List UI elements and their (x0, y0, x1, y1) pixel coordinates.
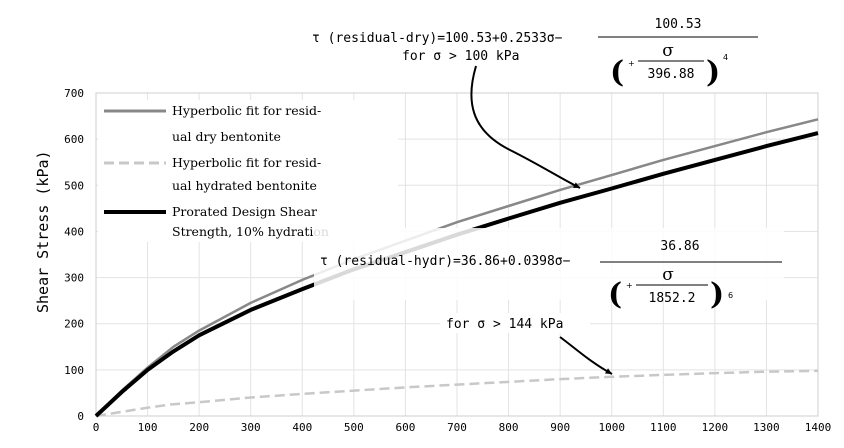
x-tick-label-7: 700 (447, 421, 467, 434)
dry-open-paren: ( (610, 55, 624, 90)
dry-arrowhead (573, 182, 580, 188)
legend-label-hydr-2: ual hydrated bentonite (172, 178, 317, 193)
hydr-arrow (559, 336, 613, 375)
y-tick-label-2: 200 (64, 318, 84, 331)
y-tick-label-1: 100 (64, 364, 84, 377)
legend-label-dry-2: ual dry bentonite (172, 129, 281, 144)
y-tick-label-6: 600 (64, 133, 84, 146)
dry-equation-numerator: 100.53 (655, 17, 702, 32)
hydr-open-paren: ( (608, 277, 622, 312)
hydr-exponent: 6 (728, 291, 733, 300)
legend-label-design-1: Prorated Design Shear (172, 204, 317, 219)
dry-equation-bg (300, 4, 770, 78)
dry-exponent: 4 (723, 53, 728, 62)
plot-frame (95, 92, 819, 417)
x-tick-label-2: 200 (189, 421, 209, 434)
x-tick-label-12: 1200 (702, 421, 729, 434)
series-line-1 (95, 369, 819, 418)
x-tick-label-5: 500 (344, 421, 364, 434)
y-axis-ticks: 0 100 200 300 400 500 600 700 (64, 87, 84, 423)
y-axis-label: Shear Stress (kPa) (34, 150, 52, 313)
x-tick-label-1: 100 (138, 421, 158, 434)
x-tick-label-10: 1000 (598, 421, 625, 434)
dry-close-paren: ) (706, 55, 720, 90)
x-tick-label-9: 900 (550, 421, 570, 434)
x-tick-label-14: 1400 (805, 421, 832, 434)
hydr-condition-group: for σ > 144 kPa (440, 313, 590, 333)
x-tick-label-8: 800 (499, 421, 519, 434)
legend: Hyperbolic fit for resid- ual dry benton… (98, 100, 398, 242)
x-tick-label-13: 1300 (753, 421, 780, 434)
hydr-arrowhead (605, 368, 612, 374)
legend-label-hydr-1: Hyperbolic fit for resid- (172, 155, 321, 170)
legend-label-dry-1: Hyperbolic fit for resid- (172, 103, 321, 118)
hydr-plus: + (626, 281, 633, 290)
hydr-denominator: 1852.2 (649, 291, 696, 306)
hydr-condition-bg (440, 313, 590, 333)
hydr-close-paren: ) (710, 277, 724, 312)
legend-label-design-2: Strength, 10% hydration (172, 224, 329, 239)
hydr-equation-numerator: 36.86 (660, 239, 699, 254)
y-tick-label-4: 400 (64, 225, 84, 238)
x-axis-ticks: 0 100 200 300 400 500 600 700 800 900 1000 1100 1200… (93, 421, 832, 434)
dry-equation-lhs: τ (residual-dry)=100.53+0.2533σ− (312, 31, 563, 46)
y-tick-label-3: 300 (64, 272, 84, 285)
dry-equation: τ (residual-dry)=100.53+0.2533σ− 100.53 … (300, 4, 770, 90)
y-tick-label-5: 500 (64, 179, 84, 192)
legend-box (98, 100, 398, 242)
y-tick-label-0: 0 (77, 410, 84, 423)
dry-arrow (470, 65, 581, 189)
dry-denominator: 396.88 (648, 67, 695, 82)
hydr-equation-lhs: τ (residual-hydr)=36.86+0.0398σ− (320, 254, 571, 269)
dry-condition: for σ > 100 kPa (402, 49, 519, 64)
x-tick-label-0: 0 (93, 421, 100, 434)
x-tick-label-3: 300 (241, 421, 261, 434)
x-tick-label-4: 400 (292, 421, 312, 434)
hydr-equation-bg (314, 228, 784, 300)
hydr-condition: for σ > 144 kPa (446, 317, 563, 332)
hydr-equation: τ (residual-hydr)=36.86+0.0398σ− 36.86 (… (314, 228, 784, 312)
x-tick-label-6: 600 (395, 421, 415, 434)
dry-sigma: σ (662, 41, 674, 61)
x-tick-label-11: 1100 (650, 421, 677, 434)
y-tick-label-7: 700 (64, 87, 84, 100)
hydr-sigma: σ (662, 265, 674, 285)
dry-plus: + (628, 59, 635, 68)
